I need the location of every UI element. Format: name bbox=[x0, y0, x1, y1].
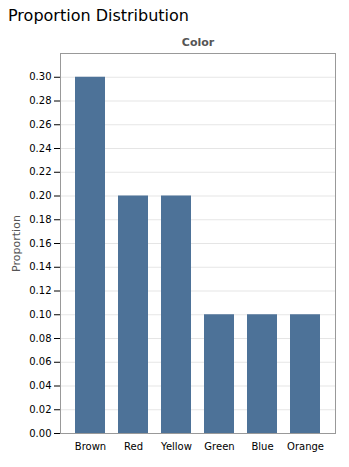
svg-text:Proportion: Proportion bbox=[10, 215, 23, 272]
svg-text:0.28: 0.28 bbox=[29, 95, 51, 106]
svg-text:0.12: 0.12 bbox=[29, 285, 51, 296]
svg-text:0.06: 0.06 bbox=[29, 356, 51, 367]
svg-text:Green: Green bbox=[204, 441, 234, 452]
html-text:Proportion Distribution: Proportion Distribution bbox=[8, 6, 189, 25]
svg-text:Brown: Brown bbox=[75, 441, 106, 452]
svg-text:0.10: 0.10 bbox=[29, 309, 51, 320]
svg-text:0.20: 0.20 bbox=[29, 190, 51, 201]
svg-text:0.18: 0.18 bbox=[29, 214, 51, 225]
svg-text:0.24: 0.24 bbox=[29, 143, 51, 154]
svg-text:0.22: 0.22 bbox=[29, 166, 51, 177]
svg-text:0.16: 0.16 bbox=[29, 238, 51, 249]
svg-text:0.04: 0.04 bbox=[29, 380, 51, 391]
svg-text:0.14: 0.14 bbox=[29, 261, 51, 272]
svg-text:Orange: Orange bbox=[287, 441, 324, 452]
svg-text:Blue: Blue bbox=[251, 441, 273, 452]
svg-text:0.02: 0.02 bbox=[29, 404, 51, 415]
svg-text:0.08: 0.08 bbox=[29, 333, 51, 344]
svg-text:Red: Red bbox=[124, 441, 143, 452]
svg-text:0.26: 0.26 bbox=[29, 119, 51, 130]
svg-text:0.30: 0.30 bbox=[29, 71, 51, 82]
svg-text:Yellow: Yellow bbox=[160, 441, 192, 452]
svg-text:0.00: 0.00 bbox=[29, 428, 51, 439]
svg-text:Color: Color bbox=[182, 36, 215, 49]
